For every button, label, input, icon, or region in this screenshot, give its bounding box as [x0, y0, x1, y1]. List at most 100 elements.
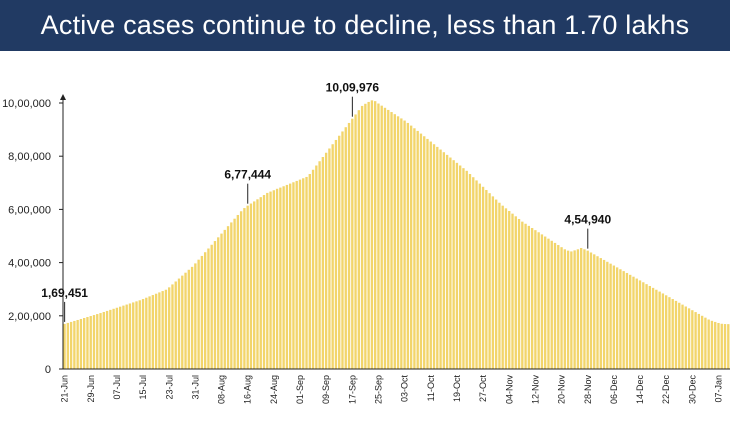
- bar: [563, 249, 566, 369]
- bar: [573, 250, 576, 369]
- bar: [132, 302, 135, 369]
- x-tick-label: 11-Oct: [426, 375, 436, 402]
- x-tick-label: 07-Jan: [714, 375, 724, 403]
- bar: [109, 309, 112, 369]
- bar: [544, 236, 547, 369]
- bar: [367, 101, 370, 369]
- bar: [700, 315, 704, 369]
- bar: [455, 162, 459, 369]
- bar: [439, 149, 442, 369]
- bar: [387, 109, 390, 370]
- bar: [449, 157, 452, 369]
- bar: [187, 269, 190, 369]
- bar: [76, 319, 79, 369]
- tick-labels-group: 0 2,00,000 4,00,000 6,00,000 8,00,000 10,00,0…: [2, 98, 724, 405]
- bar: [177, 278, 181, 369]
- bar: [655, 289, 658, 369]
- chart-title: Active cases continue to decline, less t…: [40, 10, 690, 40]
- bar: [341, 131, 344, 369]
- bar: [266, 192, 269, 369]
- bar: [181, 275, 184, 369]
- bar: [459, 165, 462, 369]
- bar: [615, 267, 619, 369]
- bar: [210, 244, 213, 369]
- bar: [357, 110, 361, 370]
- y-tick-label: 4,00,000: [8, 258, 51, 270]
- bar: [579, 247, 583, 369]
- bar: [347, 122, 351, 369]
- bar: [530, 228, 534, 369]
- bar: [707, 319, 710, 369]
- bar: [164, 289, 168, 369]
- y-tick-label: 2,00,000: [8, 311, 51, 323]
- bar: [645, 284, 648, 369]
- bar: [720, 323, 723, 369]
- data-label: 10,09,976: [326, 81, 380, 95]
- bar: [86, 317, 89, 369]
- x-tick-label: 24-Aug: [269, 375, 279, 404]
- bar: [63, 323, 66, 369]
- bar: [668, 297, 671, 369]
- bar: [275, 188, 279, 369]
- data-label: 1,69,451: [41, 286, 88, 300]
- bar: [161, 291, 164, 369]
- bars-group: [63, 100, 730, 370]
- x-tick-label: 08-Aug: [217, 375, 227, 404]
- bar: [678, 302, 681, 369]
- bar: [445, 154, 449, 369]
- bar: [377, 103, 380, 369]
- x-tick-label: 28-Nov: [583, 375, 593, 405]
- bar: [83, 318, 86, 369]
- bar: [311, 169, 315, 369]
- bar: [723, 324, 727, 369]
- bar: [527, 225, 531, 369]
- bar: [289, 183, 292, 369]
- bar: [66, 322, 70, 369]
- bar: [475, 180, 478, 369]
- bar: [704, 317, 707, 369]
- bar: [334, 139, 338, 369]
- x-tick-label: 31-Jul: [190, 375, 200, 400]
- bar: [635, 278, 638, 369]
- bar: [589, 252, 593, 369]
- bar: [697, 313, 701, 369]
- bar: [220, 233, 223, 369]
- bar: [671, 299, 674, 369]
- bar: [593, 254, 596, 369]
- bar: [396, 116, 400, 369]
- bar: [586, 250, 589, 369]
- bar: [239, 211, 243, 369]
- bar: [508, 211, 511, 369]
- bar: [135, 301, 138, 369]
- bar: [583, 249, 586, 369]
- bar: [315, 165, 318, 369]
- bar: [360, 105, 364, 370]
- bar: [462, 168, 465, 369]
- bar: [259, 197, 262, 369]
- x-tick-label: 19-Oct: [452, 375, 462, 403]
- bar: [494, 199, 498, 369]
- bar: [642, 282, 645, 369]
- bar: [79, 318, 83, 369]
- bar: [606, 261, 609, 369]
- bar: [413, 128, 416, 369]
- bar: [632, 276, 635, 369]
- bar: [338, 135, 341, 369]
- bar: [596, 256, 599, 369]
- bar: [213, 241, 217, 369]
- bar: [390, 112, 393, 369]
- bar: [128, 303, 132, 369]
- bar: [511, 213, 514, 369]
- bar: [324, 152, 328, 369]
- x-tick-label: 17-Sep: [347, 375, 357, 404]
- bar: [442, 152, 446, 369]
- x-tick-label: 22-Dec: [661, 375, 671, 405]
- bar: [102, 312, 105, 369]
- bar: [69, 321, 73, 369]
- bar: [249, 203, 253, 369]
- bar: [318, 161, 321, 369]
- bar: [246, 205, 249, 369]
- bar: [576, 249, 580, 369]
- bar: [661, 293, 665, 369]
- bar: [472, 177, 475, 369]
